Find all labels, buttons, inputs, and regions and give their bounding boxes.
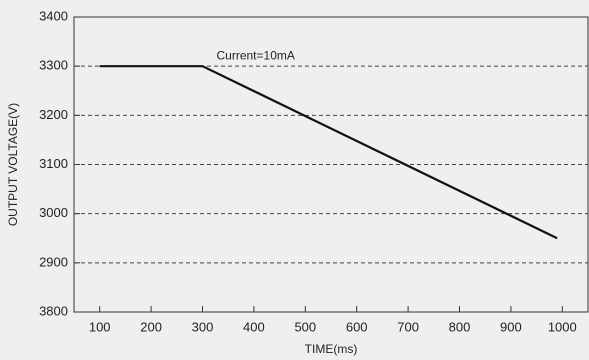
y-axis-label: OUTPUT VOLTAGE(V) [6,103,20,226]
x-tick-label: 1000 [548,319,577,334]
line [99,65,558,240]
x-tick-label: 100 [89,319,111,334]
y-tick-label: 3800 [39,303,68,318]
y-tick-label: 3300 [39,58,68,73]
y-tick-label: 3000 [39,205,68,220]
y-tick-label: 2900 [39,254,68,269]
y-tick-label: 3400 [39,8,68,23]
y-tick-label: 3200 [39,107,68,122]
x-axis-label: TIME(ms) [305,342,358,356]
annotation: Current=10mA [217,49,295,63]
x-tick-label: 400 [243,319,265,334]
x-tick-label: 300 [192,319,214,334]
x-tick-label: 800 [449,319,471,334]
y-tick-label: 3100 [39,156,68,171]
x-tick-label: 700 [397,319,419,334]
x-tick-label: 600 [346,319,368,334]
x-tick-label: 900 [500,319,522,334]
x-tick-label: 200 [140,319,162,334]
x-tick-label: 500 [294,319,316,334]
